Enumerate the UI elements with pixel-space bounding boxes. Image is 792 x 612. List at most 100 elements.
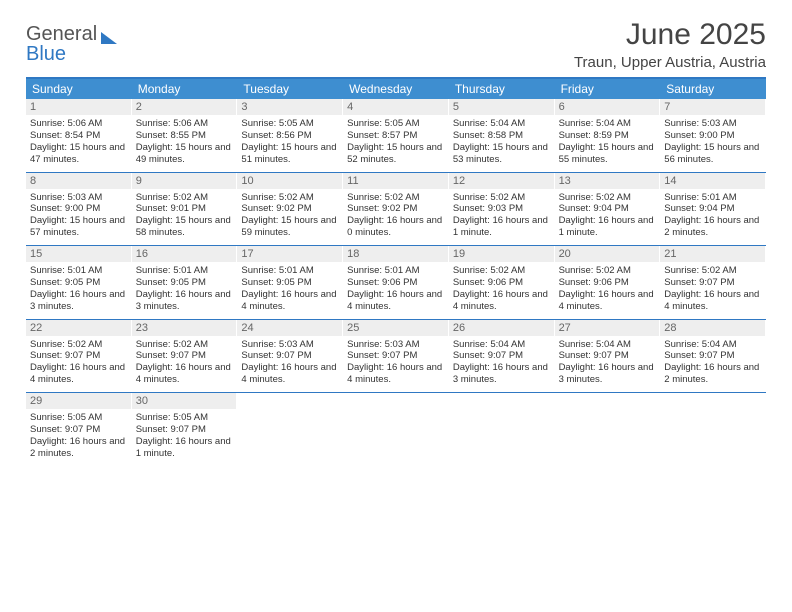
day-content: Sunrise: 5:05 AMSunset: 9:07 PMDaylight:…	[26, 409, 132, 466]
day-content: Sunrise: 5:02 AMSunset: 9:07 PMDaylight:…	[660, 262, 766, 319]
day-number: 24	[237, 320, 343, 336]
day-cell: 22Sunrise: 5:02 AMSunset: 9:07 PMDayligh…	[26, 320, 132, 393]
dow-label: Tuesday	[237, 79, 343, 99]
day-cell: 7Sunrise: 5:03 AMSunset: 9:00 PMDaylight…	[660, 99, 766, 172]
logo-part1: General	[26, 23, 97, 45]
week-row: 15Sunrise: 5:01 AMSunset: 9:05 PMDayligh…	[26, 245, 766, 319]
day-cell: 5Sunrise: 5:04 AMSunset: 8:58 PMDaylight…	[449, 99, 555, 172]
day-content: Sunrise: 5:02 AMSunset: 9:07 PMDaylight:…	[26, 336, 132, 393]
day-content: Sunrise: 5:03 AMSunset: 9:00 PMDaylight:…	[26, 189, 132, 246]
day-cell: 25Sunrise: 5:03 AMSunset: 9:07 PMDayligh…	[343, 320, 449, 393]
day-content: Sunrise: 5:04 AMSunset: 8:58 PMDaylight:…	[449, 115, 555, 172]
day-content: Sunrise: 5:01 AMSunset: 9:05 PMDaylight:…	[132, 262, 238, 319]
day-cell: 28Sunrise: 5:04 AMSunset: 9:07 PMDayligh…	[660, 320, 766, 393]
dow-label: Friday	[555, 79, 661, 99]
day-cell: 8Sunrise: 5:03 AMSunset: 9:00 PMDaylight…	[26, 173, 132, 246]
day-number: 10	[237, 173, 343, 189]
day-content: Sunrise: 5:04 AMSunset: 8:59 PMDaylight:…	[555, 115, 661, 172]
day-cell: 11Sunrise: 5:02 AMSunset: 9:02 PMDayligh…	[343, 173, 449, 246]
day-cell: 13Sunrise: 5:02 AMSunset: 9:04 PMDayligh…	[555, 173, 661, 246]
location-text: Traun, Upper Austria, Austria	[574, 54, 766, 71]
day-number: 11	[343, 173, 449, 189]
day-cell: 10Sunrise: 5:02 AMSunset: 9:02 PMDayligh…	[237, 173, 343, 246]
day-number: 9	[132, 173, 238, 189]
day-cell: 15Sunrise: 5:01 AMSunset: 9:05 PMDayligh…	[26, 246, 132, 319]
day-number: 17	[237, 246, 343, 262]
day-cell: 16Sunrise: 5:01 AMSunset: 9:05 PMDayligh…	[132, 246, 238, 319]
day-number: 2	[132, 99, 238, 115]
day-content: Sunrise: 5:01 AMSunset: 9:05 PMDaylight:…	[237, 262, 343, 319]
day-cell	[660, 393, 766, 466]
day-cell: 14Sunrise: 5:01 AMSunset: 9:04 PMDayligh…	[660, 173, 766, 246]
day-number: 26	[449, 320, 555, 336]
day-cell	[555, 393, 661, 466]
logo-triangle-icon	[101, 32, 117, 44]
day-content: Sunrise: 5:06 AMSunset: 8:54 PMDaylight:…	[26, 115, 132, 172]
day-number: 30	[132, 393, 238, 409]
day-cell	[237, 393, 343, 466]
day-cell: 9Sunrise: 5:02 AMSunset: 9:01 PMDaylight…	[132, 173, 238, 246]
dow-label: Thursday	[449, 79, 555, 99]
day-content: Sunrise: 5:02 AMSunset: 9:01 PMDaylight:…	[132, 189, 238, 246]
logo-part2: Blue	[26, 43, 66, 65]
day-number: 28	[660, 320, 766, 336]
day-number: 25	[343, 320, 449, 336]
dow-label: Monday	[132, 79, 238, 99]
day-number: 18	[343, 246, 449, 262]
day-number: 3	[237, 99, 343, 115]
day-content: Sunrise: 5:02 AMSunset: 9:02 PMDaylight:…	[343, 189, 449, 246]
day-cell: 1Sunrise: 5:06 AMSunset: 8:54 PMDaylight…	[26, 99, 132, 172]
dow-label: Wednesday	[343, 79, 449, 99]
day-cell: 3Sunrise: 5:05 AMSunset: 8:56 PMDaylight…	[237, 99, 343, 172]
day-content: Sunrise: 5:01 AMSunset: 9:06 PMDaylight:…	[343, 262, 449, 319]
day-cell: 12Sunrise: 5:02 AMSunset: 9:03 PMDayligh…	[449, 173, 555, 246]
day-cell: 4Sunrise: 5:05 AMSunset: 8:57 PMDaylight…	[343, 99, 449, 172]
day-cell: 6Sunrise: 5:04 AMSunset: 8:59 PMDaylight…	[555, 99, 661, 172]
day-number: 8	[26, 173, 132, 189]
day-content: Sunrise: 5:02 AMSunset: 9:07 PMDaylight:…	[132, 336, 238, 393]
day-content: Sunrise: 5:05 AMSunset: 8:56 PMDaylight:…	[237, 115, 343, 172]
day-cell: 17Sunrise: 5:01 AMSunset: 9:05 PMDayligh…	[237, 246, 343, 319]
day-number: 6	[555, 99, 661, 115]
day-number: 21	[660, 246, 766, 262]
day-content: Sunrise: 5:02 AMSunset: 9:06 PMDaylight:…	[555, 262, 661, 319]
dow-label: Sunday	[26, 79, 132, 99]
day-number: 1	[26, 99, 132, 115]
day-content: Sunrise: 5:06 AMSunset: 8:55 PMDaylight:…	[132, 115, 238, 172]
day-cell: 20Sunrise: 5:02 AMSunset: 9:06 PMDayligh…	[555, 246, 661, 319]
day-number: 22	[26, 320, 132, 336]
day-content: Sunrise: 5:04 AMSunset: 9:07 PMDaylight:…	[555, 336, 661, 393]
day-content: Sunrise: 5:04 AMSunset: 9:07 PMDaylight:…	[449, 336, 555, 393]
month-title: June 2025	[574, 18, 766, 52]
day-cell	[449, 393, 555, 466]
day-number: 20	[555, 246, 661, 262]
day-content: Sunrise: 5:03 AMSunset: 9:00 PMDaylight:…	[660, 115, 766, 172]
week-row: 8Sunrise: 5:03 AMSunset: 9:00 PMDaylight…	[26, 172, 766, 246]
dow-row: SundayMondayTuesdayWednesdayThursdayFrid…	[26, 79, 766, 99]
logo: General Blue	[26, 18, 117, 64]
day-content: Sunrise: 5:02 AMSunset: 9:06 PMDaylight:…	[449, 262, 555, 319]
title-block: June 2025 Traun, Upper Austria, Austria	[574, 18, 766, 71]
week-row: 29Sunrise: 5:05 AMSunset: 9:07 PMDayligh…	[26, 392, 766, 466]
day-number: 16	[132, 246, 238, 262]
day-number: 15	[26, 246, 132, 262]
day-cell: 24Sunrise: 5:03 AMSunset: 9:07 PMDayligh…	[237, 320, 343, 393]
day-number: 13	[555, 173, 661, 189]
day-content: Sunrise: 5:04 AMSunset: 9:07 PMDaylight:…	[660, 336, 766, 393]
day-content: Sunrise: 5:05 AMSunset: 8:57 PMDaylight:…	[343, 115, 449, 172]
day-cell: 29Sunrise: 5:05 AMSunset: 9:07 PMDayligh…	[26, 393, 132, 466]
header: General Blue June 2025 Traun, Upper Aust…	[26, 18, 766, 71]
day-number: 12	[449, 173, 555, 189]
day-cell: 23Sunrise: 5:02 AMSunset: 9:07 PMDayligh…	[132, 320, 238, 393]
day-cell: 30Sunrise: 5:05 AMSunset: 9:07 PMDayligh…	[132, 393, 238, 466]
dow-label: Saturday	[660, 79, 766, 99]
week-row: 1Sunrise: 5:06 AMSunset: 8:54 PMDaylight…	[26, 99, 766, 172]
week-row: 22Sunrise: 5:02 AMSunset: 9:07 PMDayligh…	[26, 319, 766, 393]
day-content: Sunrise: 5:02 AMSunset: 9:04 PMDaylight:…	[555, 189, 661, 246]
day-cell: 27Sunrise: 5:04 AMSunset: 9:07 PMDayligh…	[555, 320, 661, 393]
day-number: 23	[132, 320, 238, 336]
day-number: 4	[343, 99, 449, 115]
day-cell: 21Sunrise: 5:02 AMSunset: 9:07 PMDayligh…	[660, 246, 766, 319]
day-cell: 26Sunrise: 5:04 AMSunset: 9:07 PMDayligh…	[449, 320, 555, 393]
day-content: Sunrise: 5:03 AMSunset: 9:07 PMDaylight:…	[343, 336, 449, 393]
